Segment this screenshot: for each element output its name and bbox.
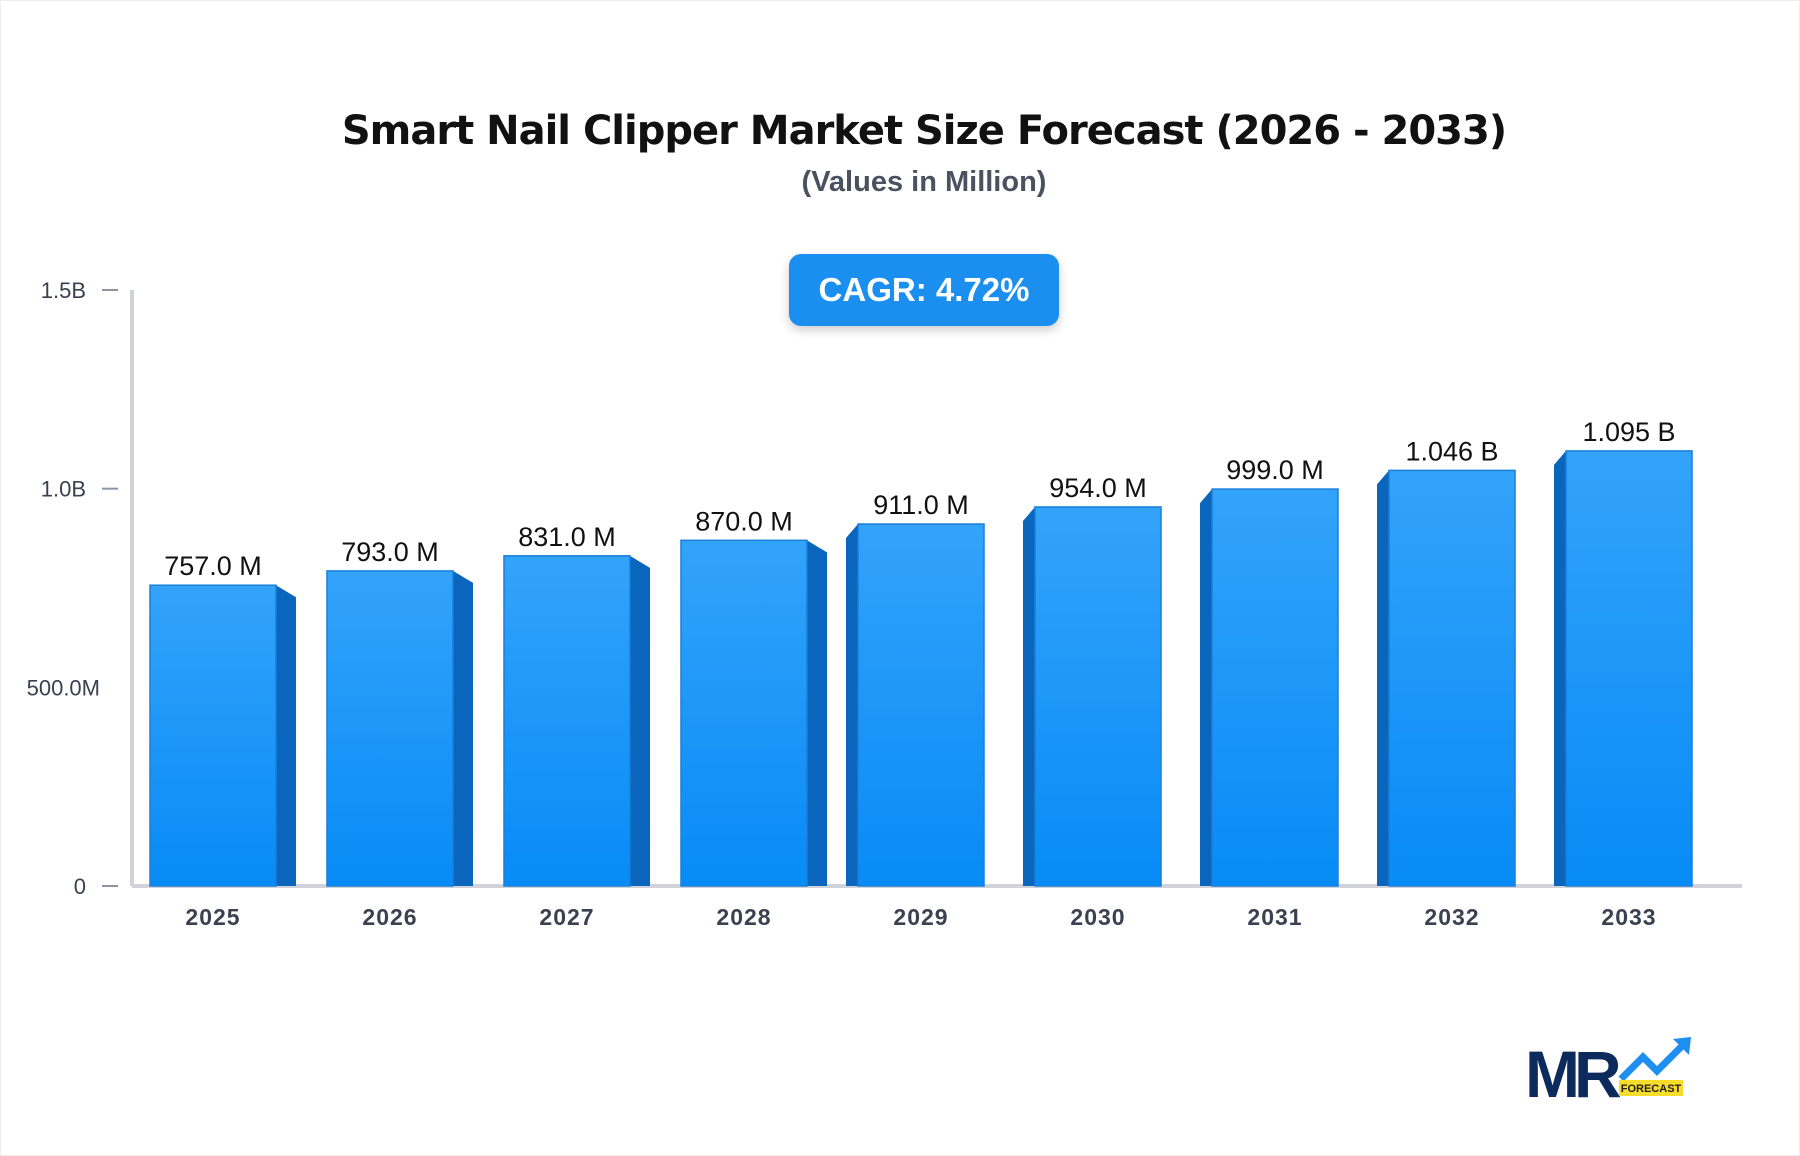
- bar-side: [630, 555, 650, 886]
- y-tick-label: 500.0M: [27, 675, 100, 700]
- bar-side: [846, 524, 858, 886]
- bar-side: [1200, 489, 1212, 886]
- x-tick-label: 2032: [1424, 904, 1479, 930]
- bar-data-label: 911.0 M: [873, 490, 969, 520]
- bar-data-label: 954.0 M: [1049, 473, 1147, 503]
- bar-group: 999.0 M 2031: [1200, 455, 1339, 930]
- x-tick-label: 2026: [362, 904, 417, 930]
- bar-group: 911.0 M 2029: [846, 490, 985, 930]
- bar-group: 1.095 B 2033: [1554, 417, 1693, 930]
- bar-side: [1023, 506, 1035, 886]
- y-tick-label: 0: [74, 874, 86, 899]
- bar-group: 757.0 M 2025: [149, 551, 296, 930]
- bar-group: 1.046 B 2032: [1377, 436, 1516, 930]
- bar: [326, 570, 454, 887]
- bar: [149, 584, 277, 887]
- svg-text:FORECAST: FORECAST: [1621, 1083, 1682, 1095]
- bar: [1034, 506, 1162, 887]
- bar: [680, 539, 808, 887]
- bar-side: [1554, 450, 1566, 886]
- chart-title: Smart Nail Clipper Market Size Forecast …: [341, 108, 1507, 154]
- x-tick-label: 2028: [716, 904, 771, 930]
- bar-side: [1377, 470, 1389, 886]
- bar-data-label: 1.046 B: [1405, 436, 1498, 466]
- x-tick-label: 2025: [185, 904, 240, 930]
- x-tick-label: 2031: [1247, 904, 1302, 930]
- bar-group: 954.0 M 2030: [1023, 473, 1162, 930]
- bar-data-label: 793.0 M: [341, 537, 439, 567]
- bar: [1565, 450, 1693, 887]
- bar-group: 870.0 M 2028: [680, 506, 827, 930]
- bar: [1211, 488, 1339, 887]
- bar-side: [807, 540, 827, 886]
- bar-data-label: 999.0 M: [1226, 455, 1324, 485]
- x-tick-label: 2027: [539, 904, 594, 930]
- bar-side: [276, 585, 296, 886]
- cagr-badge: CAGR: 4.72%: [789, 254, 1059, 326]
- x-tick-label: 2033: [1601, 904, 1656, 930]
- bar-data-label: 1.095 B: [1582, 417, 1675, 447]
- bar-data-label: 831.0 M: [518, 522, 616, 552]
- bar-data-label: 757.0 M: [164, 551, 262, 581]
- y-tick-label: 1.5B: [41, 278, 86, 303]
- bar: [503, 555, 631, 887]
- mr-forecast-logo: MR FORECAST: [1525, 1037, 1691, 1105]
- bar-side: [453, 570, 473, 886]
- bar: [857, 523, 985, 887]
- x-tick-label: 2029: [893, 904, 948, 930]
- bar: [1388, 469, 1516, 887]
- bar-group: 793.0 M 2026: [326, 537, 473, 930]
- bar-data-label: 870.0 M: [695, 506, 793, 536]
- svg-text:MR: MR: [1525, 1037, 1621, 1105]
- y-tick-label: 1.0B: [41, 477, 86, 502]
- bar-group: 831.0 M 2027: [503, 522, 650, 930]
- chart-subtitle: (Values in Million): [801, 166, 1047, 198]
- x-tick-label: 2030: [1070, 904, 1125, 930]
